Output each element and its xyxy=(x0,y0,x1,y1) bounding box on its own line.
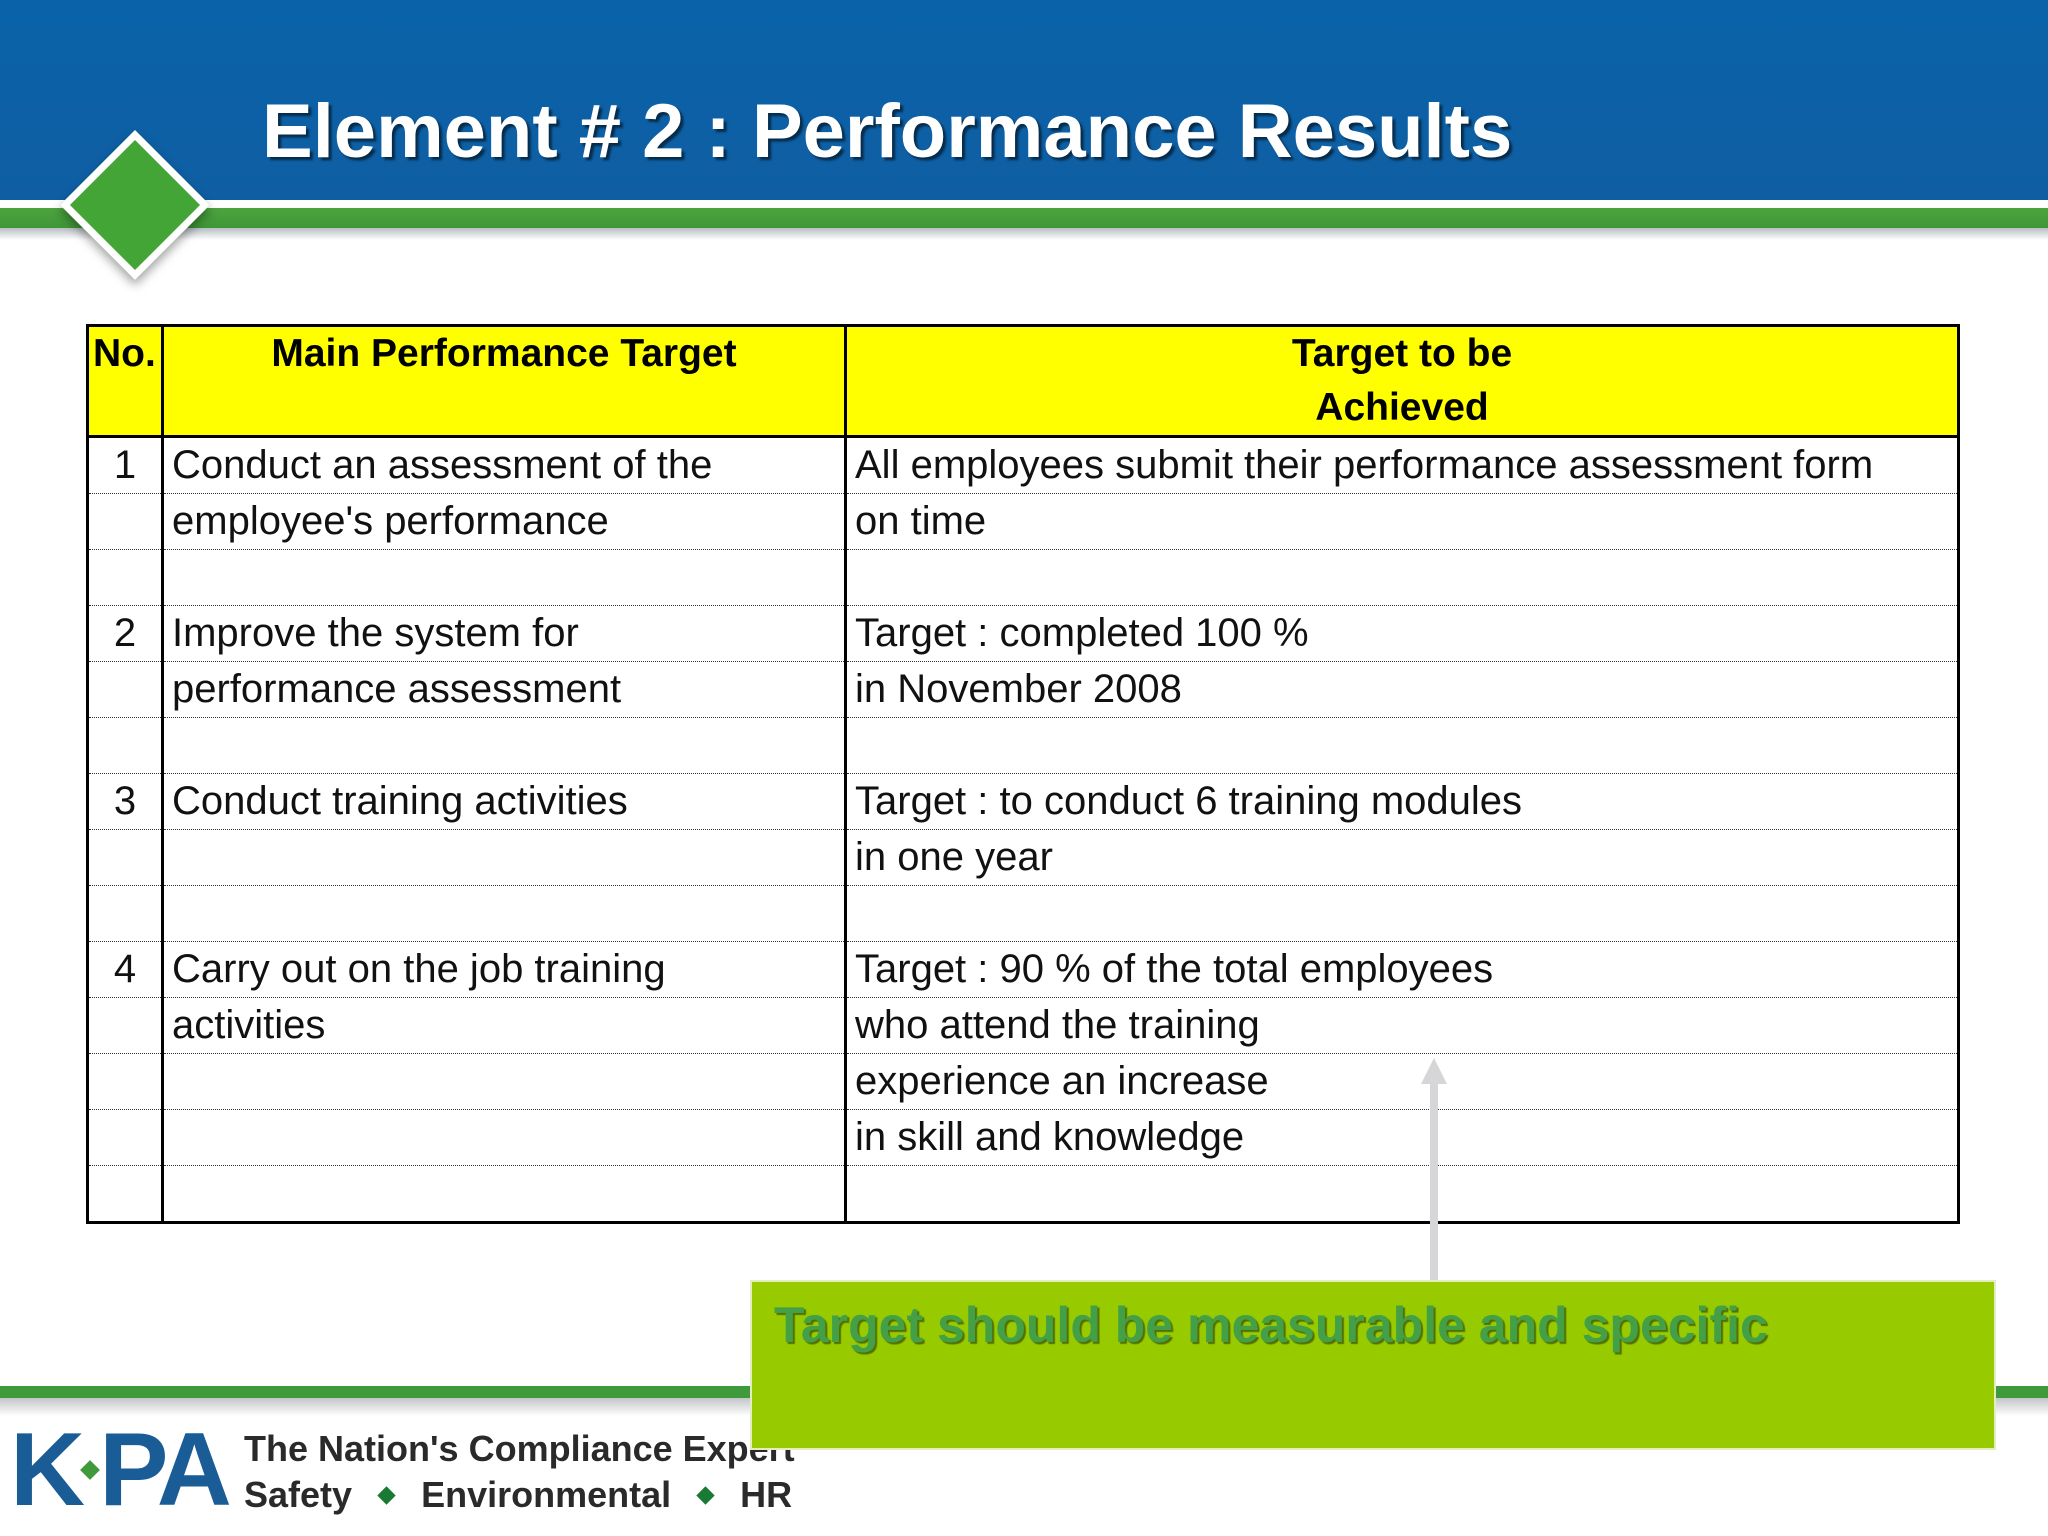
cell-target xyxy=(161,1165,847,1223)
table-row: activities who attend the training xyxy=(86,997,1960,1054)
cell-no: 1 xyxy=(86,436,164,494)
footer-tagline: The Nation's Compliance Expert Safety En… xyxy=(244,1426,795,1518)
table-row: 1 Conduct an assessment of the All employe… xyxy=(86,436,1960,494)
callout-box: Target should be measurable and specific xyxy=(750,1280,1996,1450)
cell-target: Carry out on the job training xyxy=(161,941,847,998)
header-target-achieved: Target to be Achieved xyxy=(844,325,1960,438)
cell-achieved: who attend the training xyxy=(844,997,1960,1054)
cell-target xyxy=(161,717,847,774)
cell-target xyxy=(161,885,847,942)
cell-no: 4 xyxy=(86,941,164,998)
cell-target xyxy=(161,549,847,606)
header-band xyxy=(0,0,2048,200)
header-target-achieved-line2: Achieved xyxy=(1315,386,1489,429)
page-title: Element # 2 : Performance Results xyxy=(262,89,1513,174)
table-row xyxy=(86,1165,1960,1223)
header-divider-white xyxy=(0,200,2048,208)
cell-no: 2 xyxy=(86,605,164,662)
cell-no xyxy=(86,493,164,550)
header-divider-green xyxy=(0,208,2048,228)
header-main-target: Main Performance Target xyxy=(161,325,847,438)
arrow-shaft xyxy=(1430,1082,1438,1282)
table-row xyxy=(86,717,1960,774)
tagline-line2: Safety Environmental HR xyxy=(244,1472,795,1518)
cell-target: Conduct an assessment of the xyxy=(161,436,847,494)
cell-target: employee's performance xyxy=(161,493,847,550)
arrow-up-icon xyxy=(1421,1058,1447,1084)
cell-achieved xyxy=(844,549,1960,606)
cell-target: performance assessment xyxy=(161,661,847,718)
diamond-bullet-icon xyxy=(377,1485,396,1505)
header-target-achieved-line1: Target to be xyxy=(1291,332,1513,375)
cell-achieved: in skill and knowledge xyxy=(844,1109,1960,1166)
table-row: 2 Improve the system for Target : complete… xyxy=(86,605,1960,662)
cell-achieved: experience an increase xyxy=(844,1053,1960,1110)
table-row xyxy=(86,549,1960,606)
cell-achieved xyxy=(844,885,1960,942)
cell-no xyxy=(86,549,164,606)
cell-achieved: Target : completed 100 % xyxy=(844,605,1960,662)
cell-no xyxy=(86,997,164,1054)
header-no: No. xyxy=(86,325,164,438)
cell-achieved: All employees submit their performance a… xyxy=(844,436,1960,494)
kpa-logo: K PA xyxy=(10,1412,232,1528)
table-row: in one year xyxy=(86,829,1960,886)
cell-no xyxy=(86,1109,164,1166)
cell-no xyxy=(86,829,164,886)
callout-text: Target should be measurable and specific xyxy=(774,1297,1768,1353)
cell-achieved: in November 2008 xyxy=(844,661,1960,718)
table-row: in skill and knowledge xyxy=(86,1109,1960,1166)
cell-achieved: in one year xyxy=(844,829,1960,886)
tagline-environmental: Environmental xyxy=(421,1474,672,1515)
cell-target xyxy=(161,1109,847,1166)
cell-achieved: Target : to conduct 6 training modules xyxy=(844,773,1960,830)
diamond-bullet-icon xyxy=(696,1485,715,1505)
table-row: performance assessment in November 2008 xyxy=(86,661,1960,718)
cell-no xyxy=(86,1053,164,1110)
logo-letters-pa: PA xyxy=(99,1412,232,1528)
cell-target: Improve the system for xyxy=(161,605,847,662)
cell-target: Conduct training activities xyxy=(161,773,847,830)
cell-target: activities xyxy=(161,997,847,1054)
cell-target xyxy=(161,1053,847,1110)
cell-no xyxy=(86,717,164,774)
logo-letter-k: K xyxy=(10,1412,85,1528)
table-row: 4 Carry out on the job training Target : 9… xyxy=(86,941,1960,998)
cell-achieved xyxy=(844,1165,1960,1223)
cell-no xyxy=(86,885,164,942)
header-divider-shadow xyxy=(0,228,2048,240)
table-row: 3 Conduct training activities Target : to … xyxy=(86,773,1960,830)
table-row: experience an increase xyxy=(86,1053,1960,1110)
table-row xyxy=(86,885,1960,942)
cell-no xyxy=(86,661,164,718)
tagline-line1: The Nation's Compliance Expert xyxy=(244,1428,795,1469)
cell-achieved: on time xyxy=(844,493,1960,550)
cell-target xyxy=(161,829,847,886)
tagline-safety: Safety xyxy=(244,1474,353,1515)
cell-no: 3 xyxy=(86,773,164,830)
table-header-row: No. Main Performance Target Target to be… xyxy=(86,325,1960,438)
performance-table: No. Main Performance Target Target to be… xyxy=(86,324,1960,1224)
cell-achieved: Target : 90 % of the total employees xyxy=(844,941,1960,998)
cell-achieved xyxy=(844,717,1960,774)
table-row: employee's performance on time xyxy=(86,493,1960,550)
tagline-hr: HR xyxy=(740,1474,793,1515)
logo-dot-icon xyxy=(80,1460,101,1480)
cell-no xyxy=(86,1165,164,1223)
